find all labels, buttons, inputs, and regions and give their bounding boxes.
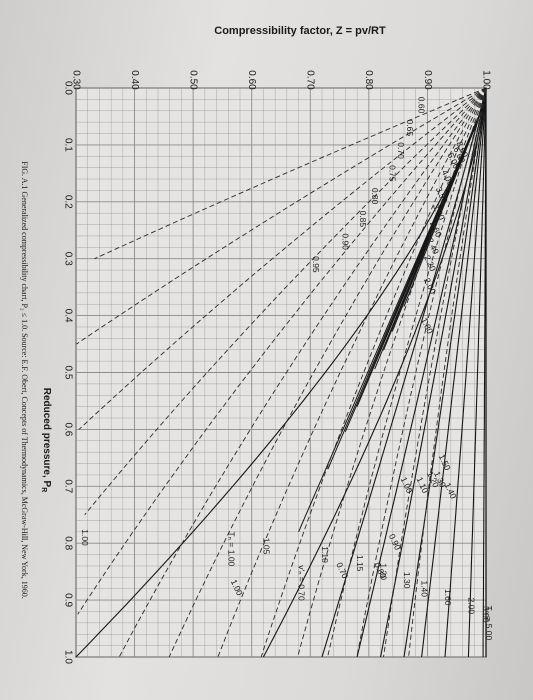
- isotherm-label: 1.60: [443, 589, 453, 606]
- isotherm-curve: [403, 87, 487, 658]
- isotherm-curve: [467, 87, 487, 658]
- x-tick-label: 0.8: [62, 536, 73, 550]
- critical-note: v'ₙ = 0.70: [297, 565, 307, 601]
- x-tick-label: 1.0: [62, 650, 73, 664]
- x-tick-label: 0.6: [62, 422, 73, 436]
- isotherm-curve: [444, 87, 487, 658]
- isotherm-label: 1.40: [420, 580, 430, 597]
- isometric-curve: [118, 87, 487, 658]
- x-tick-label: 0.0: [62, 81, 73, 95]
- low-tr-label: 0.60: [417, 97, 427, 114]
- isotherm-label: 1.20: [379, 563, 389, 580]
- isotherm-label: 1.15: [355, 555, 365, 572]
- y-axis-title: Compressibility factor, Z = pv/RT: [214, 25, 386, 37]
- grid: [75, 87, 487, 658]
- isotherm-label: 1.00: [80, 529, 90, 546]
- axes: 0.0 0.1 0.2 0.3 0.4 0.5 0.6 0.7 0.8 0.9 1.0 0.30 0.4…: [20, 25, 491, 664]
- x-axis-title: Reduced pressure, PR: [40, 388, 52, 493]
- low-tr-label: 0.65: [405, 120, 415, 137]
- y-tick-label: 0.40: [129, 70, 140, 90]
- isometric-curve: [327, 87, 487, 658]
- y-tick-label: 0.50: [188, 70, 199, 90]
- isometric-curve: [383, 87, 487, 658]
- isotherm-label: 1.05: [261, 538, 271, 555]
- x-tick-label: 0.5: [62, 366, 73, 380]
- isometric-curve: [78, 87, 487, 430]
- isotherm-label: 2.00: [466, 598, 476, 615]
- low-tr-label: 0.80: [370, 188, 380, 205]
- low-tr-label: 0.85: [358, 211, 368, 228]
- low-tr-label: 0.75: [387, 165, 397, 182]
- isometric-curve: [168, 87, 487, 658]
- isometric-curve: [356, 87, 487, 658]
- x-tick-label: 0.3: [62, 252, 73, 266]
- y-tick-label: 0.90: [422, 70, 433, 90]
- isometric-curve: [77, 87, 487, 615]
- isotherm-label: Tₙ = 5.00: [484, 605, 494, 640]
- x-tick-label: 0.9: [62, 593, 73, 607]
- tr-note: Tₙ = 1.00: [226, 531, 236, 566]
- x-tick-label: 0.1: [62, 138, 73, 152]
- isotherm-curve: [421, 87, 487, 658]
- y-tick-label: 1.00: [480, 70, 491, 90]
- y-tick-label: 0.80: [363, 70, 374, 90]
- curves: [75, 87, 487, 658]
- y-tick-label: 0.30: [70, 70, 81, 90]
- x-tick-label: 0.7: [62, 479, 73, 493]
- isotherm-label: 1.10: [320, 546, 330, 563]
- low-tr-label: 0.90: [341, 233, 351, 250]
- isotherm-curve: [482, 87, 487, 657]
- figure-caption: FIG. A.1 Generalized compressibility cha…: [20, 161, 29, 598]
- y-tick-label: 0.70: [305, 70, 316, 90]
- isometric-curve: [76, 87, 487, 345]
- low-tr-label: 0.70: [396, 142, 406, 159]
- x-tick-label: 0.4: [62, 309, 73, 323]
- isometric-curve: [94, 87, 487, 260]
- isotherm-label: 3.00: [481, 606, 491, 623]
- y-tick-label: 0.60: [246, 70, 257, 90]
- isometric-curve: [260, 87, 487, 658]
- x-tick-label: 0.2: [62, 195, 73, 209]
- low-tr-label: 0.95: [311, 256, 321, 273]
- isometric-curve: [217, 87, 487, 658]
- x-axis-subscript: R: [40, 487, 47, 492]
- isotherm-label: 1.30: [402, 572, 412, 589]
- isotherm-curve: [380, 87, 487, 658]
